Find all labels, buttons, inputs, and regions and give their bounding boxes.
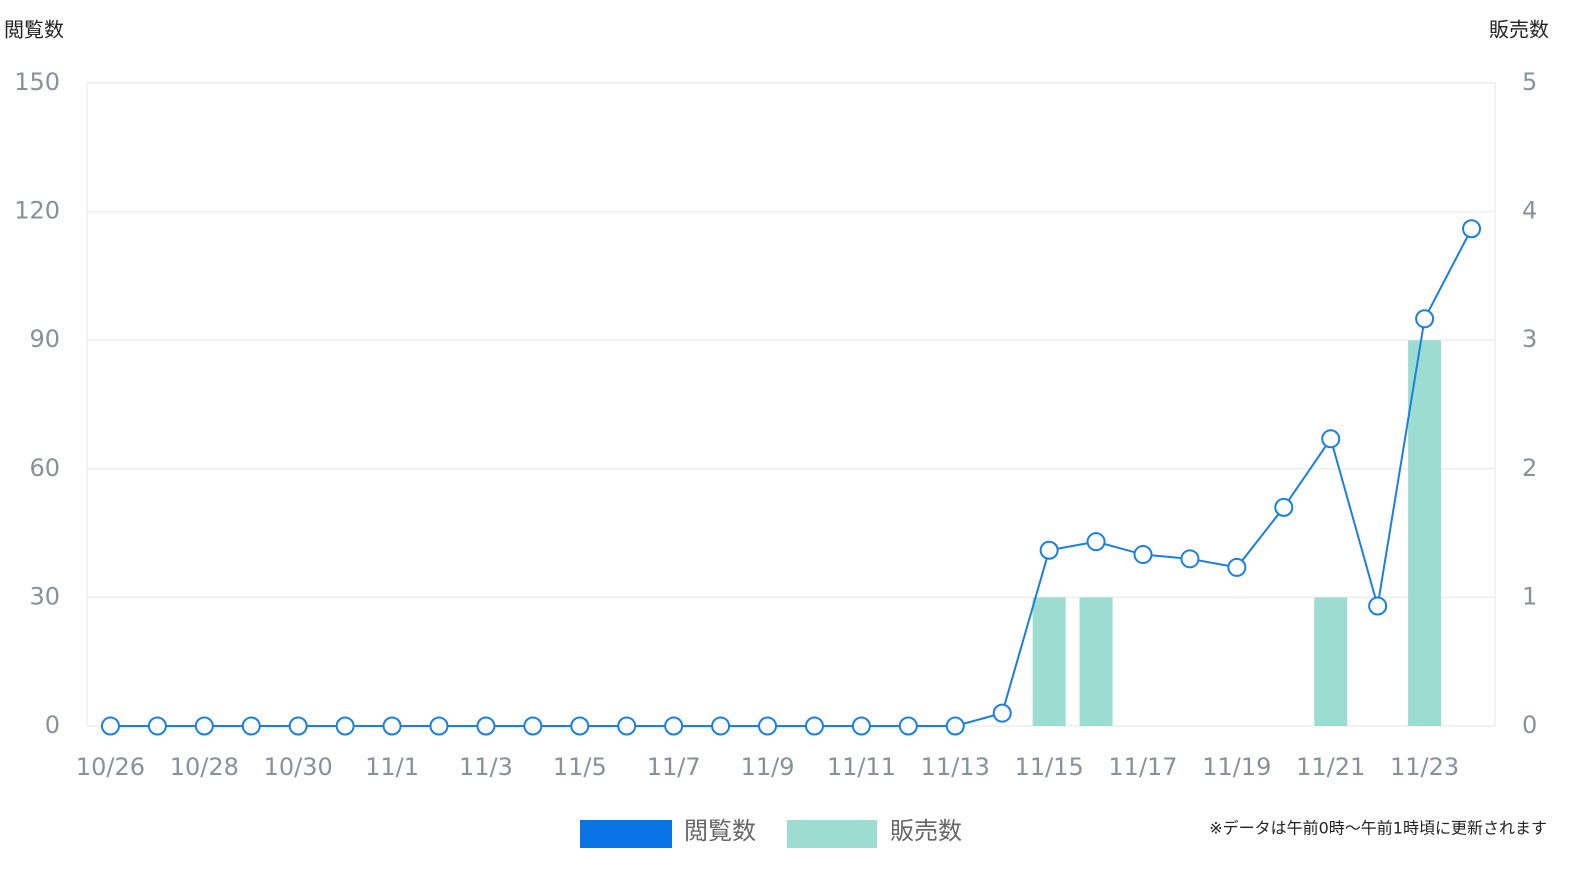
- x-tick-label: 11/23: [1390, 753, 1459, 781]
- point: [382, 716, 402, 736]
- y2-tick-label: 3: [1522, 325, 1537, 353]
- point: [617, 716, 637, 736]
- y2-tick-label: 5: [1522, 68, 1537, 96]
- y-tick-label: 30: [29, 582, 60, 610]
- point: [804, 716, 824, 736]
- x-tick-label: 11/13: [921, 753, 990, 781]
- point: [851, 716, 871, 736]
- x-tick-label: 10/30: [264, 753, 333, 781]
- point: [1180, 549, 1200, 569]
- point: [476, 716, 496, 736]
- legend-label: 閲覧数: [684, 817, 756, 845]
- x-tick-label: 10/28: [170, 753, 239, 781]
- point: [194, 716, 214, 736]
- note: ※データは午前0時～午前1時頃に更新されます: [1209, 819, 1547, 838]
- x-tick-label: 11/5: [553, 753, 607, 781]
- x-tick-label: 11/19: [1202, 753, 1271, 781]
- legend-swatch: [580, 820, 672, 848]
- point: [1415, 309, 1435, 329]
- point: [1274, 497, 1294, 517]
- point: [570, 716, 590, 736]
- x-tick-label: 11/3: [459, 753, 513, 781]
- point: [664, 716, 684, 736]
- point: [711, 716, 731, 736]
- point: [945, 716, 965, 736]
- point: [1086, 532, 1106, 552]
- x-tick-label: 11/9: [741, 753, 795, 781]
- y-tick-label: 0: [45, 711, 60, 739]
- point: [429, 716, 449, 736]
- y-tick-label: 120: [14, 197, 60, 225]
- y-axis-title: 閲覧数: [4, 18, 64, 42]
- point: [1039, 540, 1059, 560]
- bar: [1314, 597, 1348, 726]
- y2-tick-label: 1: [1522, 582, 1537, 610]
- point: [1368, 596, 1388, 616]
- y2-tick-label: 0: [1522, 711, 1537, 739]
- x-tick-label: 11/21: [1296, 753, 1365, 781]
- point: [1462, 219, 1482, 239]
- point: [288, 716, 308, 736]
- point: [898, 716, 918, 736]
- bar: [1408, 340, 1442, 726]
- x-tick-label: 11/7: [647, 753, 701, 781]
- point: [147, 716, 167, 736]
- y-tick-label: 60: [29, 454, 60, 482]
- y-tick-label: 90: [29, 325, 60, 353]
- legend-label: 販売数: [890, 817, 962, 845]
- x-tick-label: 11/17: [1108, 753, 1177, 781]
- y2-tick-label: 4: [1522, 197, 1537, 225]
- point: [1321, 429, 1341, 449]
- point: [1133, 545, 1153, 565]
- y2-axis-title: 販売数: [1489, 18, 1549, 42]
- bar: [1032, 597, 1066, 726]
- line: [110, 228, 1473, 727]
- x-tick-label: 10/26: [76, 753, 145, 781]
- point: [758, 716, 778, 736]
- point: [100, 716, 120, 736]
- point: [523, 716, 543, 736]
- legend-swatch: [787, 820, 877, 848]
- bar: [1079, 597, 1113, 726]
- point: [335, 716, 355, 736]
- x-tick-label: 11/11: [827, 753, 896, 781]
- x-tick-label: 11/15: [1015, 753, 1084, 781]
- point: [1227, 557, 1247, 577]
- point: [992, 703, 1012, 723]
- y-tick-label: 150: [14, 68, 60, 96]
- x-tick-label: 11/1: [365, 753, 419, 781]
- y2-tick-label: 2: [1522, 454, 1537, 482]
- point: [241, 716, 261, 736]
